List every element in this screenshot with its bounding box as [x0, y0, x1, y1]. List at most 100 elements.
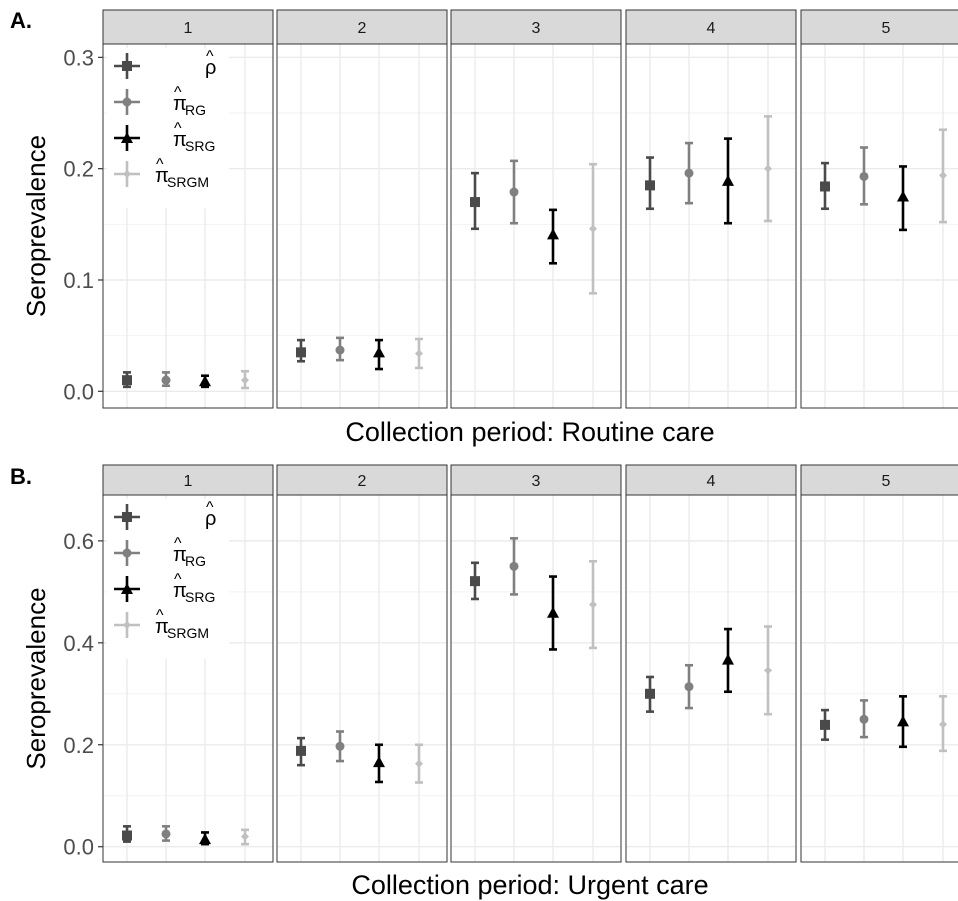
legend-hat: ^: [206, 499, 214, 516]
legend-subscript: RG: [185, 553, 206, 569]
point-marker: [415, 349, 423, 358]
point-marker: [296, 745, 306, 756]
point-marker: [859, 171, 869, 181]
legend-label: π: [155, 165, 169, 187]
facet-plot-area: [626, 44, 796, 408]
series-4: [241, 559, 947, 846]
point-marker: [161, 375, 171, 385]
facet-strip: [800, 9, 958, 45]
legend-hat: ^: [174, 535, 182, 552]
legend-hat: ^: [156, 156, 164, 173]
point-marker: [589, 224, 597, 233]
facet-4: 4: [625, 9, 797, 409]
point-marker: [897, 190, 909, 202]
legend-key-marker: [122, 548, 132, 558]
point-marker: [645, 688, 655, 699]
facet-5: 5: [800, 464, 958, 863]
legend-key-marker: [121, 132, 133, 143]
point-marker: [859, 714, 869, 724]
legend-label: π: [155, 616, 169, 638]
legend-subscript: SRG: [185, 589, 215, 605]
y-tick-label: 0.0: [63, 835, 94, 860]
series-3: [199, 575, 909, 846]
facet-strip-label: 4: [707, 473, 716, 490]
facet-strip-label: 3: [532, 473, 541, 490]
point-marker: [373, 756, 385, 768]
facet-strip: [450, 464, 622, 496]
point-marker: [722, 653, 734, 665]
legend-key-marker: [123, 170, 131, 178]
legend-label: π: [173, 580, 187, 602]
legend-subscript: RG: [185, 102, 206, 118]
point-marker: [335, 345, 345, 355]
facet-strip: [102, 464, 274, 496]
facet-border: [102, 494, 274, 863]
series-2: [161, 537, 869, 842]
legend-label: π: [173, 544, 187, 566]
facet-strip-label: 1: [184, 473, 193, 490]
series-1: [122, 156, 830, 389]
facet-3: 3: [450, 9, 622, 409]
point-marker: [199, 375, 211, 387]
facet-2: 2: [276, 464, 448, 863]
legend-hat: ^: [206, 48, 214, 65]
y-tick-label: 0.4: [63, 631, 94, 656]
point-marker: [547, 606, 559, 618]
facet-strip: [102, 9, 274, 45]
point-marker: [764, 164, 772, 173]
panel-label: A.: [10, 8, 32, 33]
facet-strip-label: 2: [358, 473, 367, 490]
point-marker: [547, 228, 559, 240]
legend-key-marker: [122, 512, 132, 522]
legend-hat: ^: [174, 84, 182, 101]
point-marker: [161, 829, 171, 839]
x-axis-title: Collection period: Routine care: [345, 417, 714, 447]
point-marker: [645, 180, 655, 191]
facet-4: 4: [625, 464, 797, 863]
point-marker: [509, 187, 519, 197]
point-marker: [122, 375, 132, 386]
legend-key-marker: [122, 61, 132, 71]
facet-plot-area: [801, 495, 958, 862]
y-tick-label: 0.3: [63, 45, 94, 70]
legend-hat: ^: [174, 120, 182, 137]
series-3: [199, 137, 909, 389]
facet-border: [625, 43, 797, 409]
series-4: [241, 115, 947, 390]
facet-strip-label: 4: [707, 20, 716, 37]
facet-border: [800, 43, 958, 409]
point-marker: [897, 715, 909, 727]
y-tick-label: 0.6: [63, 529, 94, 554]
legend-label: ρ: [205, 57, 216, 79]
y-tick-label: 0.2: [63, 733, 94, 758]
facet-plot-area: [801, 44, 958, 408]
point-marker: [820, 181, 830, 192]
point-marker: [470, 197, 480, 208]
legend-key-marker: [121, 583, 133, 594]
legend-label: π: [173, 93, 187, 115]
point-marker: [684, 168, 694, 178]
point-marker: [415, 759, 423, 768]
point-marker: [939, 720, 947, 729]
facet-border: [625, 494, 797, 863]
y-tick-label: 0.2: [63, 157, 94, 182]
series-1: [122, 561, 830, 843]
point-marker: [764, 666, 772, 675]
facet-strip-label: 5: [882, 20, 891, 37]
facet-border: [102, 43, 274, 409]
legend-subscript: SRGM: [167, 625, 209, 641]
facet-plot-area: [451, 495, 621, 862]
point-marker: [470, 576, 480, 587]
point-marker: [199, 833, 211, 845]
point-marker: [241, 376, 249, 385]
point-marker: [722, 174, 734, 186]
x-axis-title: Collection period: Urgent care: [351, 870, 708, 900]
point-marker: [684, 682, 694, 692]
facet-plot-area: [626, 495, 796, 862]
facet-border: [800, 494, 958, 863]
